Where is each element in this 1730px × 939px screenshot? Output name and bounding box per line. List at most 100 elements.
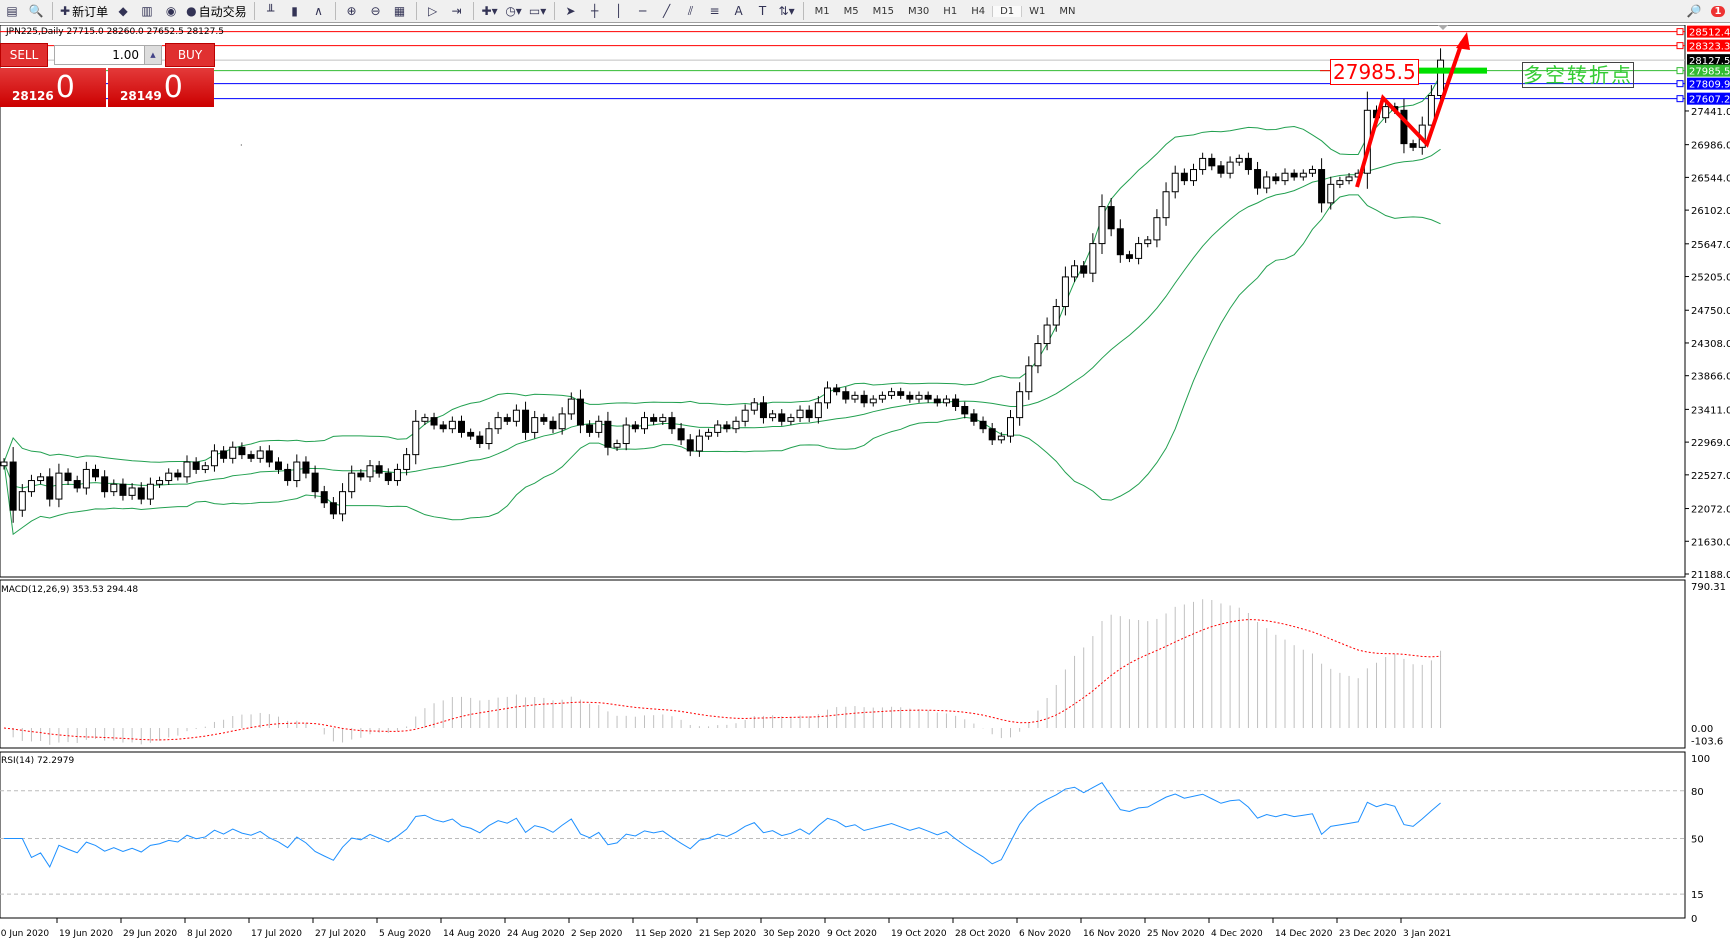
price-line-handle (1676, 67, 1684, 75)
toolbar-separator (415, 2, 417, 20)
line-chart-button[interactable]: ∧ (307, 1, 331, 22)
candle (284, 468, 292, 482)
candle (622, 424, 630, 445)
new-chart-button[interactable]: ▤ (0, 1, 24, 22)
lot-increase-button[interactable]: ▲ (144, 45, 162, 65)
timeframe-h1[interactable]: H1 (943, 5, 958, 17)
y-tick-label: 21188.0 (1691, 570, 1730, 581)
candle (1244, 157, 1252, 171)
x-tick-label: 17 Jul 2020 (251, 929, 302, 939)
candle (458, 420, 465, 433)
candlestick-button[interactable]: ▮ (283, 1, 307, 22)
sell-button[interactable]: SELL (0, 43, 48, 67)
toolbar-separator (472, 2, 474, 20)
candle (421, 417, 429, 422)
x-tick-label: 16 Nov 2020 (1083, 929, 1141, 939)
timeframe-mn[interactable]: MN (1059, 5, 1076, 17)
candle (1061, 276, 1069, 308)
chart-shift-button[interactable]: ⇥ (445, 1, 469, 22)
buy-price-button[interactable]: 28149 0 (108, 68, 214, 107)
periods-button[interactable]: ◷▾ (502, 1, 526, 22)
candle (393, 468, 401, 482)
auto-trading-button[interactable]: ● 自动交易 (183, 1, 250, 22)
candle (412, 420, 420, 456)
text-annotation[interactable]: 多空转折点 (1522, 62, 1634, 88)
candle (1043, 324, 1051, 345)
search-icon[interactable]: 🔎 (1686, 4, 1702, 18)
candle (952, 398, 960, 407)
candle (366, 465, 374, 478)
database-button[interactable]: ▥ (135, 1, 159, 22)
timeframe-h4[interactable]: H4 (971, 5, 986, 17)
candle (1116, 228, 1124, 256)
price-line-handle (1676, 28, 1684, 36)
signal-button[interactable]: ◉ (159, 1, 183, 22)
chart-info: JPN225,Daily 27715.0 28260.0 27652.5 281… (6, 27, 224, 37)
templates-button[interactable]: ▭▾ (526, 1, 550, 22)
trendline-button[interactable]: ╱ (655, 1, 679, 22)
vertical-line-button[interactable]: │ (607, 1, 631, 22)
autoscroll-button[interactable]: ▷ (421, 1, 445, 22)
notifications-button[interactable]: 1 (1706, 1, 1730, 22)
candle (174, 472, 182, 478)
tile-windows-button[interactable]: ▦ (388, 1, 412, 22)
price-line-label-bg (1687, 64, 1730, 77)
x-tick-label: 23 Dec 2020 (1339, 929, 1397, 939)
candle (311, 472, 319, 493)
candle (979, 420, 987, 430)
crosshair-button[interactable]: ┼ (583, 1, 607, 22)
timeframe-m15[interactable]: M15 (872, 5, 894, 17)
metaeditor-button[interactable]: ◆ (111, 1, 135, 22)
zoom-window-button[interactable]: 🔍 (24, 1, 48, 22)
macd-y-label: -103.6 (1691, 737, 1723, 748)
price-level-label[interactable]: 27985.5 (1330, 59, 1419, 85)
timeframe-m30[interactable]: M30 (907, 5, 930, 17)
buy-button[interactable]: BUY (165, 43, 215, 67)
candle (659, 417, 667, 422)
candle (988, 428, 996, 441)
chart-area[interactable]: 27441.0 26986.0 26544.0 26102.0 25647.0 25205… (0, 25, 1730, 939)
new-order-button[interactable]: ✚ 新订单 (57, 1, 111, 22)
candle (119, 483, 127, 496)
candle (1299, 172, 1307, 178)
horizontal-line-button[interactable]: ─ (631, 1, 655, 22)
equidistant-channel-button[interactable]: ⫽ (679, 1, 703, 22)
candle (430, 417, 438, 426)
text-label-button[interactable]: T (751, 1, 775, 22)
zoom-out-icon: ⊖ (370, 4, 381, 18)
sell-price-small: 0 (55, 70, 75, 105)
candle (275, 461, 282, 470)
candle (586, 424, 594, 433)
rsi-y-label: 80 (1691, 787, 1704, 798)
y-tick-label: 26544.0 (1691, 173, 1730, 184)
sell-price-button[interactable]: 28126 0 (0, 68, 106, 107)
candle (1437, 59, 1445, 96)
timeframe-m1[interactable]: M1 (814, 5, 830, 17)
y-tick-label: 22072.0 (1691, 505, 1730, 516)
y-tick-label: 23411.0 (1691, 405, 1730, 416)
zoom-out-button[interactable]: ⊖ (364, 1, 388, 22)
candle (494, 417, 502, 430)
trend-arrow (1355, 41, 1464, 188)
sell-price-big: 28126 (12, 89, 54, 103)
candle (1135, 243, 1143, 259)
cursor-button[interactable]: ➤ (559, 1, 583, 22)
text-button[interactable]: A (727, 1, 751, 22)
candle (970, 413, 978, 422)
candle (18, 491, 26, 511)
arrows-button[interactable]: ⇅▾ (775, 1, 799, 22)
indicators-button[interactable]: ✚▾ (478, 1, 502, 22)
price-line-label-bg (1687, 77, 1730, 90)
fibonacci-button[interactable]: ≡ (703, 1, 727, 22)
x-tick-label: 2 Sep 2020 (571, 929, 623, 939)
timeframe-w1[interactable]: W1 (1029, 5, 1046, 17)
y-tick-label: 24750.0 (1691, 306, 1730, 317)
price-line-label: 27809.9 (1689, 80, 1730, 91)
timeframe-m5[interactable]: M5 (843, 5, 859, 17)
bar-chart-button[interactable]: ╨ (259, 1, 283, 22)
trendline-icon: ╱ (662, 4, 671, 18)
timeframe-d1[interactable]: D1 (992, 5, 1023, 17)
candle (137, 487, 145, 500)
candle (851, 394, 859, 400)
zoom-in-button[interactable]: ⊕ (340, 1, 364, 22)
